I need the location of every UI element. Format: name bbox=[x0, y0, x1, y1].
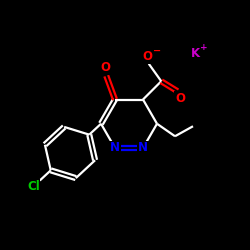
Text: O: O bbox=[142, 50, 152, 63]
Text: N: N bbox=[138, 142, 148, 154]
Text: O: O bbox=[175, 92, 185, 105]
Text: −: − bbox=[153, 46, 161, 56]
Text: N: N bbox=[110, 142, 120, 154]
Text: K: K bbox=[190, 47, 200, 60]
Text: Cl: Cl bbox=[27, 180, 40, 193]
Text: +: + bbox=[200, 43, 207, 52]
Text: O: O bbox=[100, 61, 110, 74]
